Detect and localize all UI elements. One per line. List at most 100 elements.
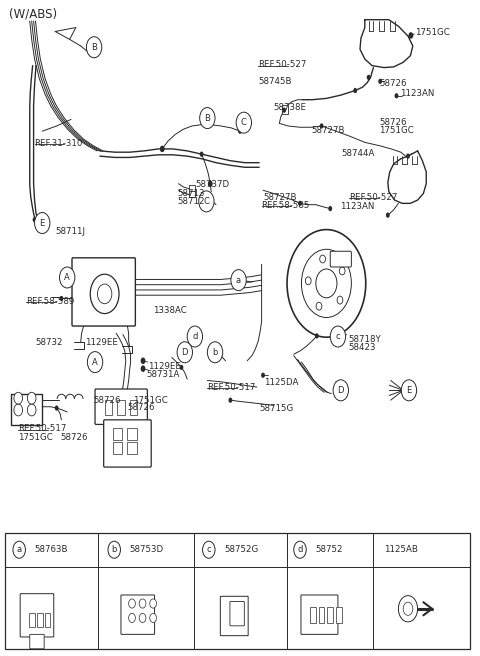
Text: 1338AC: 1338AC xyxy=(153,306,186,315)
Circle shape xyxy=(298,201,302,206)
Bar xyxy=(113,442,122,454)
Bar xyxy=(29,613,35,627)
Circle shape xyxy=(27,392,36,404)
Circle shape xyxy=(208,122,212,127)
Bar xyxy=(105,400,112,415)
Circle shape xyxy=(160,146,165,152)
Circle shape xyxy=(305,277,311,285)
Text: 1129EE: 1129EE xyxy=(148,362,180,371)
Bar xyxy=(127,428,137,440)
Text: 58738E: 58738E xyxy=(274,103,307,112)
Circle shape xyxy=(320,255,325,263)
FancyBboxPatch shape xyxy=(104,420,151,467)
Circle shape xyxy=(287,230,366,337)
Circle shape xyxy=(353,88,357,93)
Circle shape xyxy=(395,93,398,98)
Text: a: a xyxy=(236,276,241,285)
Text: d: d xyxy=(192,332,198,341)
Bar xyxy=(310,607,316,623)
Circle shape xyxy=(231,270,246,291)
Text: A: A xyxy=(64,273,70,282)
Circle shape xyxy=(177,342,192,363)
Text: 1751GC: 1751GC xyxy=(415,28,450,37)
Text: 1125DA: 1125DA xyxy=(264,378,299,387)
Text: 58726: 58726 xyxy=(127,403,155,413)
Bar xyxy=(319,607,324,623)
FancyBboxPatch shape xyxy=(30,634,44,649)
Bar xyxy=(336,607,342,623)
Text: 58744A: 58744A xyxy=(342,149,375,158)
Text: D: D xyxy=(337,386,344,395)
Text: 58423: 58423 xyxy=(348,343,376,352)
Text: 58727B: 58727B xyxy=(263,193,297,202)
Text: 1125AB: 1125AB xyxy=(384,545,418,554)
Text: 1123AN: 1123AN xyxy=(400,89,434,98)
Circle shape xyxy=(236,112,252,133)
Circle shape xyxy=(187,326,203,347)
Circle shape xyxy=(228,398,232,403)
Text: 58726: 58726 xyxy=(60,433,87,442)
Text: (W/ABS): (W/ABS) xyxy=(9,8,57,21)
Circle shape xyxy=(330,326,346,347)
Text: E: E xyxy=(40,218,45,228)
Circle shape xyxy=(13,541,25,558)
Text: E: E xyxy=(407,386,411,395)
Text: b: b xyxy=(111,545,117,554)
Text: 1751GC: 1751GC xyxy=(379,126,414,135)
Text: 1751GC: 1751GC xyxy=(18,433,53,442)
Circle shape xyxy=(378,79,382,84)
Circle shape xyxy=(90,274,119,314)
Bar xyxy=(282,105,288,114)
Text: 58726: 58726 xyxy=(379,79,407,88)
Text: REF.50-527: REF.50-527 xyxy=(258,60,307,70)
Circle shape xyxy=(200,152,204,157)
Bar xyxy=(130,400,137,415)
Circle shape xyxy=(386,213,390,218)
Text: 58731A: 58731A xyxy=(146,370,180,379)
Circle shape xyxy=(60,296,63,301)
Text: 1123AN: 1123AN xyxy=(340,202,374,211)
Bar xyxy=(37,613,43,627)
Text: 58752G: 58752G xyxy=(225,545,259,554)
Circle shape xyxy=(367,75,371,80)
Circle shape xyxy=(401,380,417,401)
FancyBboxPatch shape xyxy=(220,596,248,636)
Circle shape xyxy=(150,613,156,623)
Circle shape xyxy=(150,599,156,608)
Circle shape xyxy=(33,217,36,222)
Text: 58763B: 58763B xyxy=(35,545,68,554)
Text: d: d xyxy=(297,545,303,554)
Circle shape xyxy=(238,129,242,134)
Circle shape xyxy=(139,613,146,623)
Text: 58726: 58726 xyxy=(93,396,120,405)
Text: REF.50-527: REF.50-527 xyxy=(349,193,398,202)
Circle shape xyxy=(14,392,23,404)
FancyBboxPatch shape xyxy=(301,595,338,634)
Circle shape xyxy=(36,220,40,226)
Circle shape xyxy=(14,404,23,416)
Circle shape xyxy=(129,599,135,608)
Text: 58753D: 58753D xyxy=(130,545,164,554)
Text: 58711J: 58711J xyxy=(55,227,85,236)
Circle shape xyxy=(141,365,145,372)
Text: C: C xyxy=(204,197,209,206)
Circle shape xyxy=(334,333,338,338)
Bar xyxy=(117,400,125,415)
Text: REF.31-310: REF.31-310 xyxy=(35,139,83,148)
Circle shape xyxy=(301,249,351,318)
Circle shape xyxy=(406,154,410,159)
Text: C: C xyxy=(241,118,247,127)
Circle shape xyxy=(320,123,324,129)
Circle shape xyxy=(180,365,183,370)
Circle shape xyxy=(339,267,345,275)
Text: a: a xyxy=(17,545,22,554)
Bar xyxy=(189,185,195,192)
Text: B: B xyxy=(204,113,210,123)
Circle shape xyxy=(328,206,332,211)
Circle shape xyxy=(199,191,214,212)
Circle shape xyxy=(282,108,286,113)
Circle shape xyxy=(403,602,413,615)
Circle shape xyxy=(398,596,418,622)
Circle shape xyxy=(129,613,135,623)
Text: REF.58-585: REF.58-585 xyxy=(262,201,310,210)
